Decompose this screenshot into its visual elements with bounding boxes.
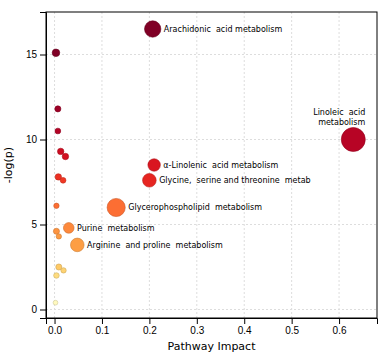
tick-label: 15 [26,49,38,60]
grid-line [101,12,102,318]
tick: 0.4 [238,318,252,336]
tick-label: 0 [31,304,37,315]
x-axis-title: Pathway Impact [168,340,257,353]
point-label: α-Linolenic acid metabolism [163,161,278,170]
bubble [55,106,61,112]
tick-mark [102,318,103,324]
tick: 0.5 [285,318,299,336]
point-label: Linoleic acidmetabolism [313,108,365,127]
tick: 0.0 [48,318,62,336]
tick-label: 0.1 [96,325,110,336]
bubble [60,177,66,183]
tick: 15 [26,49,46,60]
bubble [148,159,160,171]
grid-line [339,12,340,318]
tick-mark [40,140,46,141]
point-label: Arginine and proline metabolism [87,241,223,250]
bubble [54,203,59,208]
tick-mark [40,55,46,56]
bubble [55,128,61,134]
tick-mark [197,318,198,324]
point-label: Arachidonic acid metabolism [164,25,283,34]
bubble [107,198,125,216]
tick-label: 0.0 [48,325,62,336]
tick-label: 10 [26,134,38,145]
bubble [52,49,60,57]
bubble [341,128,365,152]
plot: 0.0 0.1 0.2 0.3 0.4 0.5 0.6 0 5 10 15 Pathway Impac… [2,12,378,353]
grid-line [46,309,377,310]
grid [46,12,377,318]
tick: 0.6 [333,318,347,336]
tick: 0.1 [96,318,110,336]
grid-line [291,12,292,318]
tick-mark [40,310,46,311]
tick: 0.3 [190,318,204,336]
tick-label: 0.6 [333,325,347,336]
point-label: Glycine, serine and threonine metab [159,176,310,185]
bubble [61,268,66,273]
bubble [53,300,58,305]
bubble [62,153,68,159]
tick-label: 0.4 [238,325,252,336]
tick-mark [40,225,46,226]
axis-line [40,13,47,319]
tick-label: 0.3 [190,325,204,336]
tick-label: 0.2 [143,325,157,336]
axis-line [47,319,378,325]
tick: 0 [31,304,46,315]
plot-frame [46,12,377,318]
x-axis: 0.0 0.1 0.2 0.3 0.4 0.5 0.6 [47,318,378,336]
bubble [56,234,61,239]
y-axis-title: -log(p) [2,147,15,183]
grid-line [54,12,55,318]
tick-mark [292,318,293,324]
tick-mark [55,318,56,324]
bubble [70,238,84,252]
chart: 0.0 0.1 0.2 0.3 0.4 0.5 0.6 0 5 10 15 Pathway Impac… [0,0,389,358]
tick-mark [244,318,245,324]
bubble [145,21,161,37]
grid-line [46,139,377,140]
tick: 0.2 [143,318,157,336]
bubble [54,273,60,279]
tick: 10 [26,134,46,145]
tick-mark [339,318,340,324]
bubble [57,148,63,154]
y-axis: 0 5 10 15 [26,13,47,319]
point-label: Glycerophospholipid metabolism [128,203,262,212]
tick-label: 5 [31,219,37,230]
grid-line [46,54,377,55]
point-labels: Arachidonic acid metabolism Linoleic acid… [77,25,365,250]
tick-mark [149,318,150,324]
points [52,21,365,305]
bubble [63,223,74,234]
tick: 5 [31,219,46,230]
point-label: Purine metabolism [77,224,155,233]
tick-label: 0.5 [285,325,299,336]
bubble [143,173,157,187]
